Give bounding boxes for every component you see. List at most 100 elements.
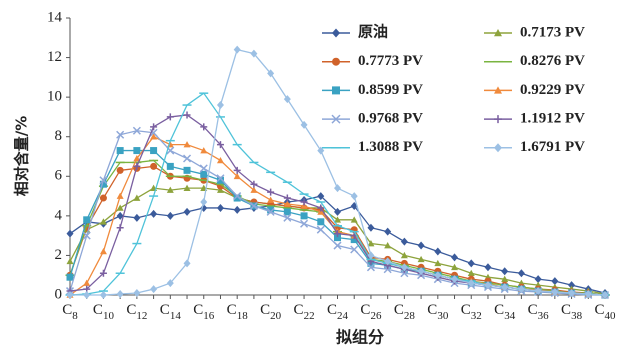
marker xyxy=(434,271,442,280)
marker xyxy=(150,123,158,131)
legend-label: 0.7773 PV xyxy=(358,53,423,69)
marker xyxy=(133,162,141,170)
marker xyxy=(383,265,392,274)
marker xyxy=(332,86,340,95)
y-tick-label: 0 xyxy=(55,286,63,302)
x-tick-label: C20 xyxy=(260,302,282,321)
marker xyxy=(300,198,308,206)
marker xyxy=(183,207,191,216)
y-tick-label: 6 xyxy=(55,168,63,184)
marker xyxy=(467,259,475,268)
x-axis-label: 拟组分 xyxy=(336,328,384,347)
marker xyxy=(334,230,341,238)
marker xyxy=(551,277,559,286)
marker xyxy=(484,281,492,290)
marker xyxy=(99,247,107,255)
marker xyxy=(183,259,191,268)
marker xyxy=(331,114,341,124)
marker xyxy=(233,45,241,54)
marker xyxy=(517,269,525,278)
marker xyxy=(233,172,241,180)
marker xyxy=(384,242,392,249)
marker xyxy=(99,291,107,299)
marker xyxy=(283,213,292,222)
marker xyxy=(467,269,475,277)
marker xyxy=(116,166,124,174)
marker xyxy=(200,198,208,207)
marker xyxy=(183,141,191,148)
marker xyxy=(400,269,409,278)
marker xyxy=(216,176,224,184)
marker xyxy=(350,192,358,201)
marker xyxy=(233,194,241,202)
marker xyxy=(400,251,408,259)
marker xyxy=(133,147,141,155)
marker xyxy=(116,211,124,220)
marker xyxy=(494,115,502,124)
legend-label: 0.8276 PV xyxy=(520,53,585,69)
marker xyxy=(150,285,158,294)
marker xyxy=(233,205,241,214)
marker xyxy=(584,290,592,299)
x-tick-label: C22 xyxy=(294,302,315,321)
marker xyxy=(317,204,325,212)
marker xyxy=(199,164,208,173)
marker xyxy=(183,184,191,191)
marker xyxy=(66,229,74,238)
marker xyxy=(150,133,158,140)
marker xyxy=(501,275,509,282)
marker xyxy=(333,241,342,250)
marker xyxy=(216,156,224,164)
marker xyxy=(517,285,525,294)
x-tick-label: C36 xyxy=(528,302,550,321)
marker xyxy=(367,240,375,247)
marker xyxy=(484,263,492,272)
marker xyxy=(334,184,341,193)
marker xyxy=(300,219,309,228)
x-tick-label: C10 xyxy=(93,302,115,321)
marker xyxy=(266,207,275,216)
legend-label: 1.1912 PV xyxy=(520,111,585,127)
x-tick-label: C32 xyxy=(461,302,482,321)
marker xyxy=(300,202,308,209)
marker xyxy=(417,241,425,250)
marker xyxy=(149,128,158,137)
marker xyxy=(267,69,275,78)
x-tick-label: C18 xyxy=(227,302,249,321)
legend-label: 0.8599 PV xyxy=(358,82,423,98)
marker xyxy=(317,218,325,226)
marker xyxy=(250,49,258,58)
marker xyxy=(300,212,308,220)
marker xyxy=(417,267,425,276)
x-tick-label: C12 xyxy=(126,302,147,321)
marker xyxy=(317,146,325,155)
marker xyxy=(400,237,408,246)
y-tick-label: 10 xyxy=(47,89,62,105)
marker xyxy=(384,227,392,236)
y-tick-label: 8 xyxy=(55,128,63,144)
marker xyxy=(334,234,341,242)
legend-label: 1.3088 PV xyxy=(358,139,423,155)
marker xyxy=(551,288,559,297)
marker xyxy=(99,194,107,202)
marker xyxy=(166,279,174,288)
marker xyxy=(166,186,174,193)
marker xyxy=(300,120,308,129)
marker xyxy=(417,255,425,263)
marker xyxy=(534,275,542,284)
marker xyxy=(116,224,124,232)
marker xyxy=(451,253,459,262)
marker xyxy=(116,147,124,155)
marker xyxy=(332,57,340,66)
marker xyxy=(568,289,576,298)
marker xyxy=(116,192,124,199)
marker xyxy=(183,166,191,174)
marker xyxy=(99,218,107,225)
marker xyxy=(267,188,275,196)
marker xyxy=(501,267,509,276)
marker xyxy=(534,287,542,296)
marker xyxy=(216,101,224,110)
marker xyxy=(434,247,442,256)
marker xyxy=(249,201,258,210)
marker xyxy=(494,86,502,94)
